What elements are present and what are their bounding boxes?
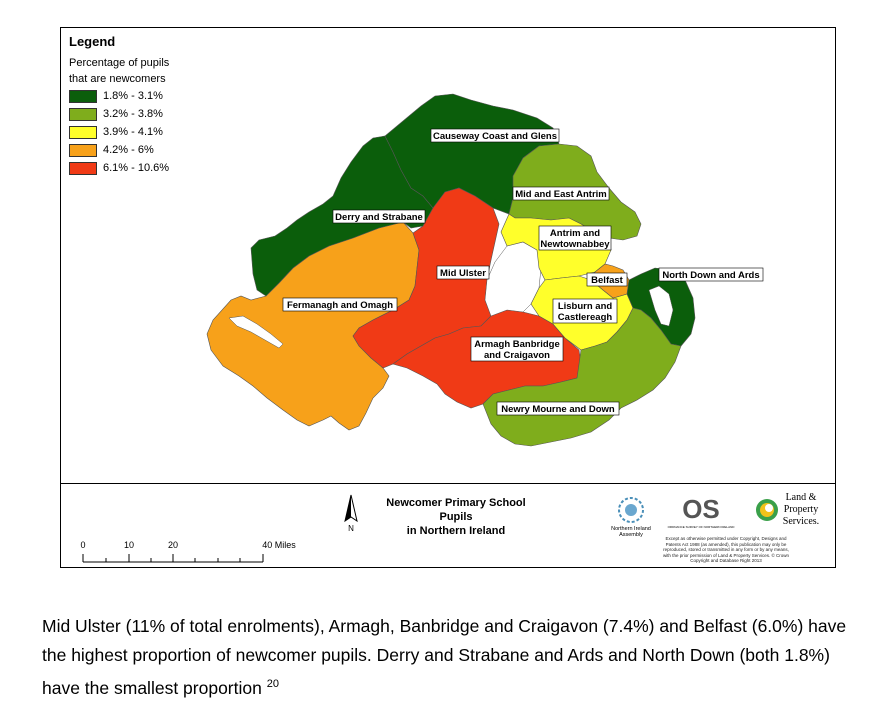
svg-text:and Craigavon: and Craigavon [484, 350, 550, 361]
svg-text:North Down and Ards: North Down and Ards [662, 270, 759, 281]
scale-label-40: 40 Miles [262, 540, 296, 550]
copyright-notice: Except as otherwise permitted under Copy… [662, 536, 790, 563]
lough-erne [228, 315, 284, 349]
label-armagh: Armagh Banbridge and Craigavon [470, 336, 564, 362]
strangford-lough [648, 285, 674, 327]
map-title-line1: Newcomer Primary School Pupils [386, 497, 526, 523]
map-title: Newcomer Primary School Pupils in Northe… [371, 496, 541, 538]
scale-label-0: 0 [80, 540, 85, 550]
legend-title: Legend [69, 34, 116, 49]
legend-swatch [69, 107, 97, 121]
scale-bar: 0 10 20 40 Miles [79, 538, 339, 573]
svg-text:Castlereagh: Castlereagh [558, 312, 613, 323]
logos: Northern Ireland Assembly OS ORDNANCE SU… [601, 490, 831, 565]
legend-item: 3.2% - 3.8% [69, 105, 239, 123]
label-newry: Newry Mourne and Down [496, 401, 620, 416]
svg-text:Causeway Coast and Glens: Causeway Coast and Glens [433, 131, 557, 142]
label-belfast: Belfast [586, 272, 628, 287]
os-sub-label: ORDNANCE SURVEY OF NORTHERN IRELAND [668, 525, 736, 529]
lps-label-line3: Services. [783, 516, 819, 527]
svg-text:Belfast: Belfast [591, 275, 624, 286]
legend-label: 4.2% - 6% [103, 144, 154, 156]
scale-bar-ticks [82, 554, 264, 563]
os-logo-text: OS [682, 494, 720, 524]
svg-text:Newry Mourne and Down: Newry Mourne and Down [501, 404, 615, 415]
svg-text:Mid Ulster: Mid Ulster [440, 268, 486, 279]
lps-label-line2: Property [784, 504, 818, 515]
legend-label: 3.9% - 4.1% [103, 126, 163, 138]
svg-text:Armagh Banbridge: Armagh Banbridge [474, 339, 560, 350]
scale-label-10: 10 [124, 540, 134, 550]
legend-item: 4.2% - 6% [69, 141, 239, 159]
legend-item: 6.1% - 10.6% [69, 159, 239, 177]
legend-items: 1.8% - 3.1% 3.2% - 3.8% 3.9% - 4.1% 4.2% - … [69, 87, 239, 177]
legend-item: 1.8% - 3.1% [69, 87, 239, 105]
assembly-label-line1: Northern Ireland [611, 526, 651, 532]
legend-swatch [69, 143, 97, 157]
map-title-line2: in Northern Ireland [406, 525, 506, 537]
label-derry: Derry and Strabane [332, 209, 426, 224]
north-arrow: N [341, 493, 361, 538]
svg-text:Antrim and: Antrim and [550, 228, 600, 239]
legend-swatch [69, 161, 97, 175]
legend-label: 6.1% - 10.6% [103, 162, 170, 174]
label-mid-east-antrim: Mid and East Antrim [512, 186, 610, 201]
lps-logo-icon [756, 499, 778, 521]
label-fermanagh: Fermanagh and Omagh [282, 297, 398, 312]
legend: Legend Percentage of pupils that are new… [69, 34, 239, 177]
footer-divider [61, 483, 835, 484]
legend-subtitle-line2: that are newcomers [69, 73, 166, 85]
map-frame: Causeway Coast and Glens Mid and East An… [60, 27, 836, 568]
label-north-down: North Down and Ards [658, 267, 764, 282]
legend-swatch [69, 89, 97, 103]
legend-item: 3.9% - 4.1% [69, 123, 239, 141]
label-lisburn: Lisburn and Castlereagh [552, 298, 618, 324]
legend-swatch [69, 125, 97, 139]
northern-ireland-map: Causeway Coast and Glens Mid and East An… [206, 93, 764, 447]
legend-label: 3.2% - 3.8% [103, 108, 163, 120]
svg-text:Fermanagh and Omagh: Fermanagh and Omagh [287, 300, 393, 311]
caption-footnote: 20 [266, 678, 279, 690]
svg-text:Lisburn and: Lisburn and [558, 301, 613, 312]
caption: Mid Ulster (11% of total enrolments), Ar… [42, 612, 872, 703]
caption-text: Mid Ulster (11% of total enrolments), Ar… [42, 616, 847, 698]
legend-subtitle-line1: Percentage of pupils [69, 57, 170, 69]
svg-text:Derry and Strabane: Derry and Strabane [335, 212, 423, 223]
scale-label-20: 20 [168, 540, 178, 550]
assembly-label-line2: Assembly [619, 532, 643, 538]
assembly-logo-icon [618, 497, 644, 523]
label-causeway: Causeway Coast and Glens [430, 128, 560, 143]
svg-text:Newtownabbey: Newtownabbey [540, 239, 610, 250]
svg-text:Mid and East Antrim: Mid and East Antrim [515, 189, 607, 200]
lps-label-line1: Land & [786, 492, 817, 503]
north-label: N [348, 524, 354, 533]
label-mid-ulster: Mid Ulster [436, 265, 490, 280]
label-antrim: Antrim and Newtownabbey [538, 225, 612, 251]
legend-label: 1.8% - 3.1% [103, 90, 163, 102]
